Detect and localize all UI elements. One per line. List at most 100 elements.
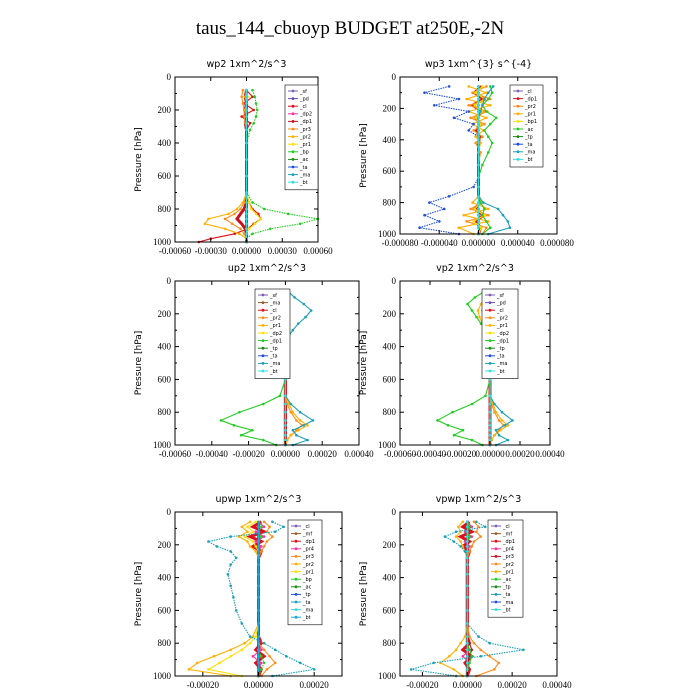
y-tick-label: 200 xyxy=(383,540,397,550)
data-point xyxy=(306,438,309,442)
y-tick-label: 800 xyxy=(383,407,397,417)
series-line xyxy=(457,85,493,235)
legend-label: _sf xyxy=(269,293,277,299)
data-point xyxy=(262,648,266,652)
legend-label: _ac xyxy=(502,577,512,583)
data-point xyxy=(477,104,480,107)
data-point xyxy=(298,222,302,226)
data-point xyxy=(299,661,302,665)
legend-label: _ma xyxy=(269,300,280,306)
legend-label: _pd xyxy=(496,300,506,306)
y-tick-label: 400 xyxy=(383,342,397,352)
data-point xyxy=(497,419,501,422)
legend-label: _ac xyxy=(524,127,534,133)
data-point xyxy=(284,438,287,442)
series-pr2 xyxy=(187,520,260,678)
data-point xyxy=(522,648,525,652)
panel-title: up2 1xm^2/s^3 xyxy=(228,263,306,274)
data-point xyxy=(298,419,302,422)
data-point xyxy=(474,91,477,94)
data-point xyxy=(245,174,248,178)
data-point xyxy=(494,410,498,414)
x-tick-label: -0.00020 xyxy=(406,680,439,690)
data-point xyxy=(467,85,471,88)
data-point xyxy=(260,655,263,658)
series-line xyxy=(206,521,260,677)
data-point xyxy=(492,668,496,671)
series-ta xyxy=(206,520,317,678)
x-tick-label: 0.00000 xyxy=(232,246,262,256)
data-point xyxy=(215,545,219,548)
data-point xyxy=(479,322,483,325)
data-point xyxy=(477,151,480,154)
x-tick-label: 0.00020 xyxy=(498,680,528,690)
y-tick-label: 1000 xyxy=(378,229,397,239)
data-point xyxy=(487,97,490,101)
data-point xyxy=(465,97,469,101)
y-tick-label: 200 xyxy=(158,309,172,319)
legend-label: _cl xyxy=(502,524,510,530)
data-point xyxy=(239,433,243,437)
legend-marker xyxy=(294,593,298,596)
legend-label: _pr1 xyxy=(302,569,314,575)
legend-label: _ma xyxy=(269,361,280,367)
data-point xyxy=(500,419,504,422)
x-tick-label: -0.00040 xyxy=(196,449,229,459)
data-point xyxy=(291,328,295,332)
data-point xyxy=(479,110,482,113)
data-point xyxy=(245,207,248,211)
x-tick-label: 0.00060 xyxy=(303,246,333,256)
data-point xyxy=(245,191,248,194)
data-point xyxy=(477,201,480,204)
series-line xyxy=(257,521,265,677)
data-point xyxy=(229,655,232,658)
y-tick-label: 1000 xyxy=(153,440,172,450)
data-point xyxy=(454,535,458,538)
data-point xyxy=(251,540,255,543)
y-tick-label: 600 xyxy=(158,374,172,384)
data-point xyxy=(472,641,476,645)
data-point xyxy=(457,226,461,229)
data-point xyxy=(459,641,462,645)
y-tick-label: 800 xyxy=(158,407,172,417)
data-point xyxy=(245,102,248,105)
data-point xyxy=(479,655,483,658)
data-point xyxy=(468,525,471,529)
data-point xyxy=(472,520,476,524)
data-point xyxy=(312,668,316,671)
data-point xyxy=(478,315,481,319)
data-point xyxy=(242,115,246,118)
data-point xyxy=(452,540,456,543)
data-point xyxy=(497,433,501,437)
data-point xyxy=(466,540,469,543)
legend-marker xyxy=(294,532,298,535)
data-point xyxy=(227,212,230,216)
data-point xyxy=(474,116,477,120)
data-point xyxy=(285,655,288,658)
legend-label: _dp1 xyxy=(502,539,515,545)
legend-label: _pr4 xyxy=(502,547,514,553)
data-point xyxy=(271,520,274,524)
data-point xyxy=(239,207,242,211)
data-point xyxy=(489,97,492,101)
data-point xyxy=(485,220,488,223)
y-tick-label: 800 xyxy=(158,638,172,648)
legend-marker xyxy=(494,593,498,596)
data-point xyxy=(483,213,486,217)
legend-marker xyxy=(516,89,520,93)
data-point xyxy=(483,207,486,211)
legend-label: _tp xyxy=(496,346,505,352)
legend-label: _pd xyxy=(299,96,309,102)
x-tick-label: -0.00020 xyxy=(187,680,220,690)
data-point xyxy=(257,530,260,533)
data-point xyxy=(306,424,309,427)
legend-marker xyxy=(488,316,492,320)
data-point xyxy=(472,540,476,543)
data-point xyxy=(245,201,248,204)
legend: _sf_pd _cl _pr2_pr1 _dp2_dp1 _tp _ta_ma _bt xyxy=(481,288,519,379)
data-point xyxy=(485,226,488,229)
legend-label: _dp1 xyxy=(524,96,537,102)
data-point xyxy=(254,530,257,533)
data-point xyxy=(494,116,498,120)
